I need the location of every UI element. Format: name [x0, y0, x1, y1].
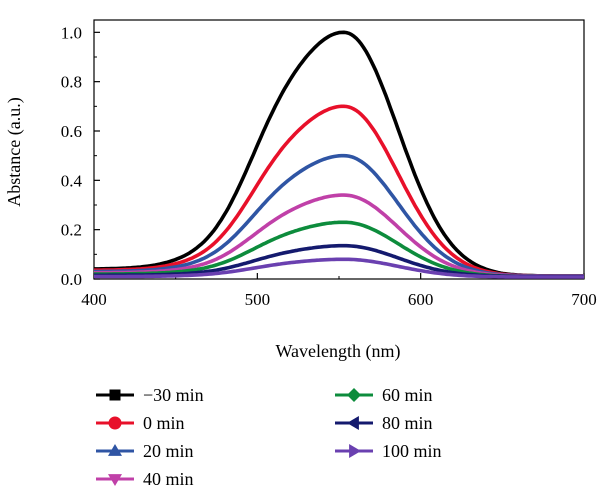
- legend-label: 80 min: [382, 413, 433, 433]
- x-tick-label: 500: [245, 290, 271, 309]
- y-tick-label: 0.4: [61, 171, 83, 190]
- legend-item: 80 min: [335, 413, 433, 433]
- series-1: [94, 104, 584, 278]
- legend: −30 min 0 min 20 min 40 min 60 min 80 min 100 …: [96, 385, 442, 489]
- legend-label: −30 min: [143, 385, 204, 405]
- legend-label: 100 min: [382, 441, 442, 461]
- y-tick-label: 0.8: [61, 73, 82, 92]
- axes: 400 500 600 700 0.0 0.2 0.4 0.6 0.8 1.0: [61, 19, 597, 309]
- series-6: [94, 257, 584, 279]
- x-tick-label: 600: [408, 290, 434, 309]
- y-tick-label: 0.0: [61, 270, 82, 289]
- legend-marker-triangle-down: [108, 474, 122, 486]
- y-tick-label: 1.0: [61, 23, 82, 42]
- legend-item: 0 min: [96, 413, 185, 433]
- legend-marker-triangle-left: [347, 416, 359, 430]
- plot-frame: [93, 19, 585, 280]
- legend-marker-square: [109, 389, 121, 401]
- legend-label: 40 min: [143, 469, 194, 489]
- series-layer: [94, 30, 584, 279]
- legend-item: 100 min: [335, 441, 442, 461]
- legend-label: 20 min: [143, 441, 194, 461]
- x-tick-label: 700: [571, 290, 597, 309]
- x-tick-label: 400: [81, 290, 107, 309]
- legend-label: 60 min: [382, 385, 433, 405]
- series-line: [94, 257, 584, 279]
- legend-marker-triangle-right: [349, 444, 361, 458]
- legend-marker-circle: [108, 416, 122, 430]
- legend-marker-triangle-up: [108, 444, 122, 456]
- series-line: [94, 104, 584, 278]
- legend-item: 20 min: [96, 441, 194, 461]
- legend-item: 40 min: [96, 469, 194, 489]
- y-tick-label: 0.2: [61, 221, 82, 240]
- legend-item: −30 min: [96, 385, 204, 405]
- x-axis-title: Wavelength (nm): [275, 341, 400, 362]
- legend-item: 60 min: [335, 385, 433, 405]
- y-axis-title: Abstance (a.u.): [4, 97, 25, 206]
- legend-marker-diamond: [347, 388, 361, 402]
- legend-label: 0 min: [143, 413, 185, 433]
- y-tick-label: 0.6: [61, 122, 82, 141]
